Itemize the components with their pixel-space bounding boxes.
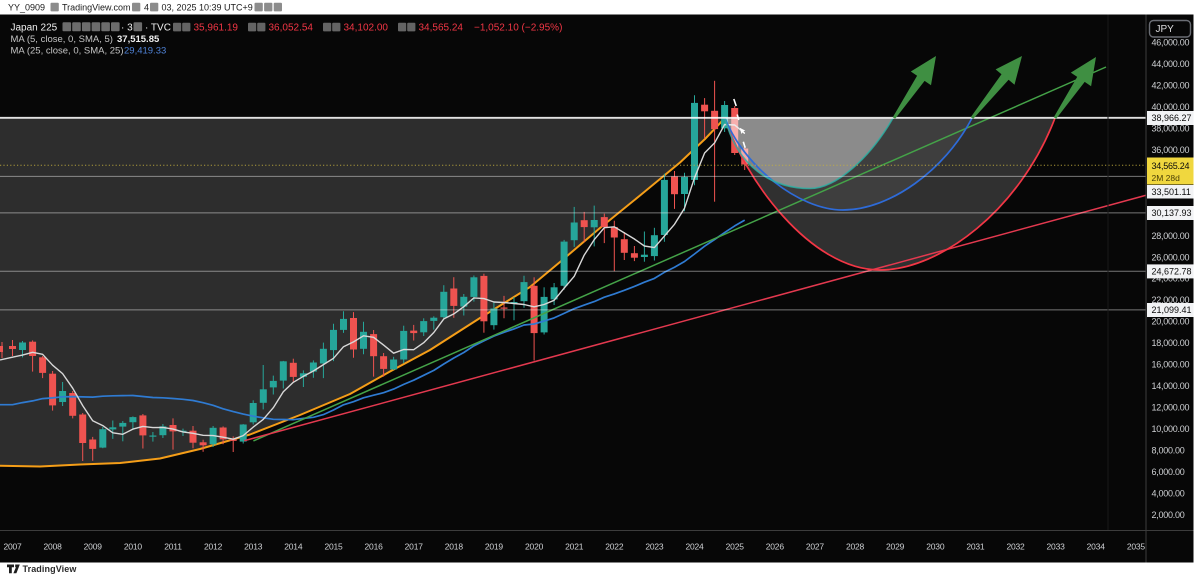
svg-text:2010: 2010 <box>124 542 143 552</box>
svg-text:JPY: JPY <box>1156 24 1175 35</box>
svg-text:33,501.11: 33,501.11 <box>1152 187 1191 197</box>
svg-text:2032: 2032 <box>1006 542 1025 552</box>
svg-text:35,961.19: 35,961.19 <box>194 22 239 33</box>
svg-text:4: 4 <box>144 2 149 12</box>
svg-text:2035: 2035 <box>1127 542 1146 552</box>
svg-text:−1,052.10 (−2.95%): −1,052.10 (−2.95%) <box>474 22 562 33</box>
svg-text:2021: 2021 <box>565 542 584 552</box>
svg-text:2M 28d: 2M 28d <box>1152 173 1181 183</box>
svg-text:40,000.00: 40,000.00 <box>1152 102 1190 112</box>
svg-text:2020: 2020 <box>525 542 544 552</box>
svg-text:12,000.00: 12,000.00 <box>1152 403 1190 413</box>
svg-text:34,565.24: 34,565.24 <box>1152 161 1190 171</box>
svg-text:2023: 2023 <box>645 542 664 552</box>
svg-text:44,000.00: 44,000.00 <box>1152 59 1190 69</box>
svg-text:2030: 2030 <box>926 542 945 552</box>
svg-text:21,099.41: 21,099.41 <box>1152 305 1192 315</box>
svg-text:2007: 2007 <box>3 542 22 552</box>
svg-text:34,565.24: 34,565.24 <box>419 22 464 33</box>
svg-text:8,000.00: 8,000.00 <box>1152 445 1185 455</box>
svg-text:26,000.00: 26,000.00 <box>1152 252 1190 262</box>
svg-text:2009: 2009 <box>84 542 103 552</box>
svg-text:14,000.00: 14,000.00 <box>1152 381 1190 391</box>
svg-text:29,419.33: 29,419.33 <box>124 46 166 57</box>
svg-text:30,137.93: 30,137.93 <box>1152 208 1192 218</box>
svg-text:2008: 2008 <box>44 542 63 552</box>
svg-text:18,000.00: 18,000.00 <box>1152 338 1190 348</box>
svg-text:10,000.00: 10,000.00 <box>1152 424 1190 434</box>
svg-text:20,000.00: 20,000.00 <box>1152 317 1190 327</box>
svg-text:4,000.00: 4,000.00 <box>1152 488 1185 498</box>
svg-text:2013: 2013 <box>244 542 263 552</box>
svg-text:2,000.00: 2,000.00 <box>1152 510 1185 520</box>
svg-text:MA (5, close, 0, SMA, 5): MA (5, close, 0, SMA, 5) <box>11 34 113 45</box>
svg-text:2034: 2034 <box>1087 542 1106 552</box>
svg-text:34,102.00: 34,102.00 <box>344 22 389 33</box>
svg-text:24,000.00: 24,000.00 <box>1152 274 1190 284</box>
svg-text:36,052.54: 36,052.54 <box>269 22 314 33</box>
svg-text:22,000.00: 22,000.00 <box>1152 295 1190 305</box>
svg-text:· TVC: · TVC <box>145 22 171 33</box>
svg-text:16,000.00: 16,000.00 <box>1152 360 1190 370</box>
svg-text:2017: 2017 <box>405 542 424 552</box>
svg-text:2011: 2011 <box>164 542 182 552</box>
svg-text:TradingView: TradingView <box>23 564 78 574</box>
svg-text:2027: 2027 <box>806 542 825 552</box>
svg-text:2031: 2031 <box>966 542 985 552</box>
svg-text:2026: 2026 <box>766 542 785 552</box>
svg-text:MA (25, close, 0, SMA, 25): MA (25, close, 0, SMA, 25) <box>11 46 124 57</box>
svg-text:42,000.00: 42,000.00 <box>1152 81 1190 91</box>
svg-text:2024: 2024 <box>685 542 704 552</box>
svg-text:6,000.00: 6,000.00 <box>1152 467 1185 477</box>
svg-text:2016: 2016 <box>365 542 384 552</box>
svg-text:28,000.00: 28,000.00 <box>1152 231 1190 241</box>
svg-text:2014: 2014 <box>284 542 303 552</box>
svg-text:2018: 2018 <box>445 542 464 552</box>
svg-text:2028: 2028 <box>846 542 865 552</box>
svg-text:46,000.00: 46,000.00 <box>1152 38 1190 48</box>
svg-text:2022: 2022 <box>605 542 624 552</box>
svg-text:TradingView.com: TradingView.com <box>62 2 131 12</box>
svg-text:· 3: · 3 <box>121 22 133 33</box>
svg-text:2015: 2015 <box>324 542 343 552</box>
svg-text:36,000.00: 36,000.00 <box>1152 145 1190 155</box>
svg-text:2012: 2012 <box>204 542 223 552</box>
svg-text:38,966.27: 38,966.27 <box>1152 113 1192 123</box>
svg-text:03, 2025 10:39 UTC+9: 03, 2025 10:39 UTC+9 <box>162 2 253 12</box>
svg-text:YY_0909: YY_0909 <box>8 2 45 12</box>
svg-text:2025: 2025 <box>726 542 745 552</box>
svg-text:24,672.78: 24,672.78 <box>1152 267 1192 277</box>
svg-text:37,515.85: 37,515.85 <box>117 34 160 45</box>
svg-text:2019: 2019 <box>485 542 504 552</box>
svg-text:2033: 2033 <box>1047 542 1066 552</box>
svg-text:2029: 2029 <box>886 542 905 552</box>
svg-text:Japan 225: Japan 225 <box>11 22 58 33</box>
svg-text:38,000.00: 38,000.00 <box>1152 124 1190 134</box>
